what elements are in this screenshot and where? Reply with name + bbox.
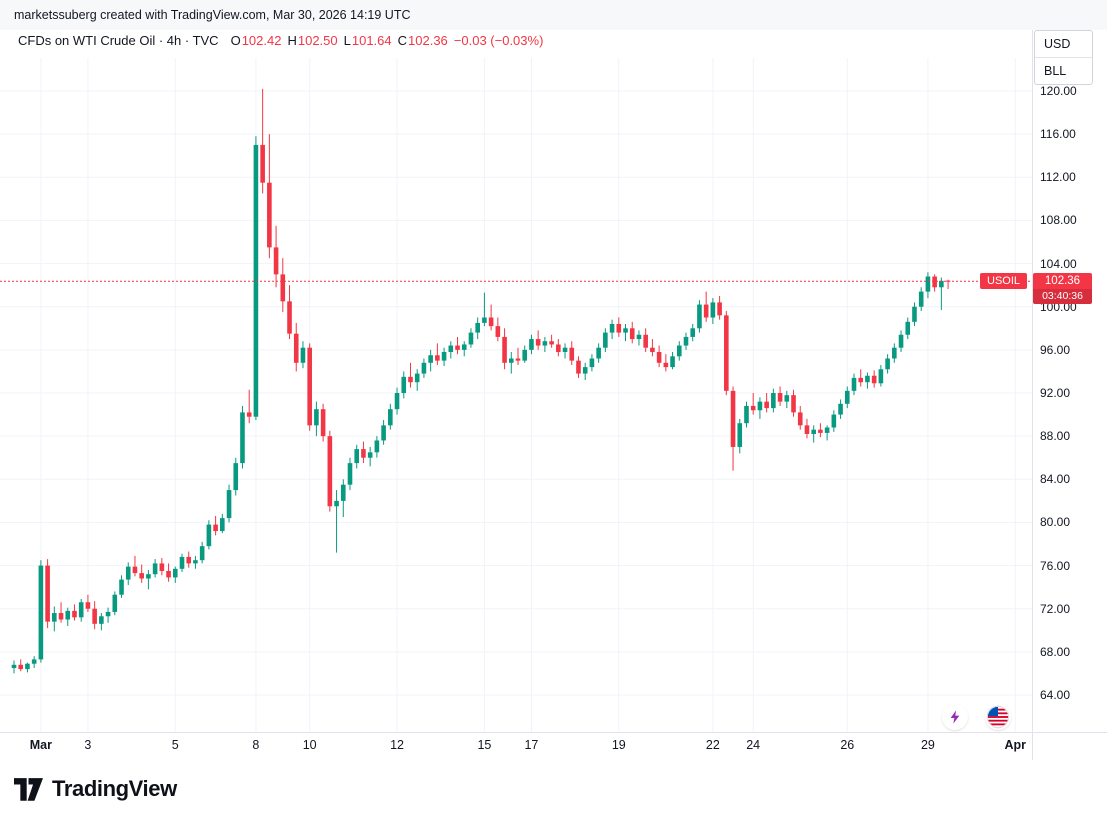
axis-unit-toggle: USD BLL bbox=[1034, 30, 1093, 85]
symbol-title: CFDs on WTI Crude Oil · 4h · TVC bbox=[18, 33, 219, 48]
price-change: −0.03 (−0.03%) bbox=[453, 33, 544, 48]
ohlc-close: C 102.36 bbox=[397, 33, 448, 48]
us-flag-icon[interactable] bbox=[985, 704, 1011, 730]
symbol-header: CFDs on WTI Crude Oil · 4h · TVC O 102.42… bbox=[18, 33, 543, 55]
logo-text: TradingView bbox=[52, 776, 177, 801]
candles-layer bbox=[11, 88, 951, 674]
ohlc-low: L 101.64 bbox=[343, 33, 392, 48]
lightning-bolt-glyph bbox=[950, 710, 960, 724]
tradingview-logo bbox=[14, 778, 43, 801]
price-axis[interactable] bbox=[1032, 58, 1107, 732]
footer-bar: TradingView bbox=[0, 760, 1107, 818]
grid-layer bbox=[0, 58, 1032, 732]
attribution-bar: marketssuberg created with TradingView.c… bbox=[0, 0, 1107, 30]
last-price-value: 102.36 bbox=[1033, 273, 1092, 290]
us-flag-glyph bbox=[986, 705, 1010, 729]
currency-toggle-usd[interactable]: USD bbox=[1044, 37, 1071, 51]
attribution-text: marketssuberg created with TradingView.c… bbox=[14, 8, 411, 22]
unit-toggle-bll[interactable]: BLL bbox=[1035, 57, 1092, 84]
last-price-tag: 102.36 03:40:36 bbox=[1033, 273, 1092, 305]
symbol-price-flag: USOIL bbox=[980, 273, 1028, 290]
time-axis[interactable] bbox=[0, 732, 1032, 760]
bar-countdown: 03:40:36 bbox=[1033, 289, 1092, 305]
ohlc-open: O 102.42 bbox=[230, 33, 282, 48]
lightning-icon[interactable] bbox=[942, 704, 968, 730]
ohlc-high: H 102.50 bbox=[287, 33, 338, 48]
